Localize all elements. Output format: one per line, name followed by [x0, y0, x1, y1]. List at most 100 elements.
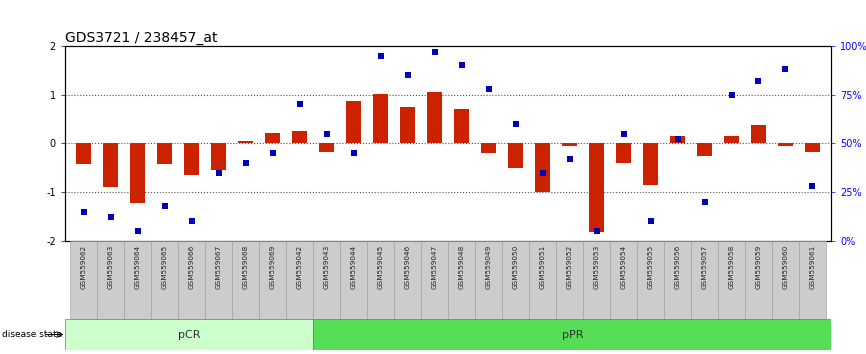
Bar [502, 241, 529, 319]
Point [212, 170, 226, 176]
Text: GSM559054: GSM559054 [621, 245, 627, 289]
Point [293, 102, 307, 107]
Text: GSM559066: GSM559066 [189, 245, 195, 289]
Point [508, 121, 522, 127]
Text: GSM559042: GSM559042 [297, 245, 303, 289]
Bar [259, 241, 287, 319]
Bar [76, 143, 91, 164]
Bar [65, 319, 313, 350]
Text: GSM559044: GSM559044 [351, 245, 357, 289]
Bar [449, 241, 475, 319]
Bar [718, 241, 745, 319]
Text: pCR: pCR [178, 330, 200, 339]
Bar [232, 241, 259, 319]
Bar [589, 143, 604, 232]
Text: GSM559046: GSM559046 [404, 245, 410, 289]
Point [77, 209, 91, 214]
Bar [670, 136, 685, 143]
Bar [562, 143, 577, 146]
Point [266, 150, 280, 156]
Bar [367, 241, 394, 319]
Text: GSM559058: GSM559058 [728, 245, 734, 289]
Bar [340, 241, 367, 319]
Text: GSM559064: GSM559064 [135, 245, 141, 289]
Bar [97, 241, 125, 319]
Bar [394, 241, 421, 319]
Text: GSM559062: GSM559062 [81, 245, 87, 289]
Bar [184, 143, 199, 175]
Point [428, 49, 442, 55]
Bar [475, 241, 502, 319]
Text: GSM559056: GSM559056 [675, 245, 681, 289]
Point [563, 156, 577, 162]
Point [184, 218, 198, 224]
Bar [772, 241, 799, 319]
Text: GSM559069: GSM559069 [269, 245, 275, 289]
Text: disease state: disease state [2, 330, 62, 339]
Text: GSM559049: GSM559049 [486, 245, 492, 289]
Bar [583, 241, 610, 319]
Point [131, 228, 145, 234]
Bar [293, 131, 307, 143]
Text: GSM559052: GSM559052 [566, 245, 572, 289]
Text: GSM559065: GSM559065 [162, 245, 168, 289]
Text: GSM559068: GSM559068 [242, 245, 249, 289]
Bar [751, 125, 766, 143]
Bar [265, 133, 281, 143]
Bar [481, 143, 496, 153]
Bar [616, 143, 631, 163]
Text: GSM559048: GSM559048 [459, 245, 465, 289]
Point [590, 228, 604, 234]
Text: GSM559067: GSM559067 [216, 245, 222, 289]
Bar [103, 143, 119, 187]
Point [752, 78, 766, 84]
Bar [691, 241, 718, 319]
Text: GSM559045: GSM559045 [378, 245, 384, 289]
Bar [778, 143, 793, 146]
Bar [805, 143, 820, 152]
Bar [455, 109, 469, 143]
Text: GSM559055: GSM559055 [648, 245, 654, 289]
Text: pPR: pPR [561, 330, 583, 339]
Bar [637, 241, 664, 319]
Bar [320, 143, 334, 152]
Bar [346, 101, 361, 143]
Bar [211, 143, 226, 170]
Bar [535, 143, 550, 192]
Bar [724, 136, 739, 143]
Bar [70, 241, 97, 319]
Text: GSM559053: GSM559053 [593, 245, 599, 289]
Point [320, 131, 333, 136]
Point [481, 86, 495, 92]
Bar [664, 241, 691, 319]
Bar [508, 143, 523, 168]
Point [374, 53, 388, 58]
Bar [643, 143, 658, 185]
Bar [745, 241, 772, 319]
Bar [373, 94, 388, 143]
Point [698, 199, 712, 205]
Point [805, 183, 819, 189]
Bar [421, 241, 449, 319]
Point [670, 137, 684, 142]
Bar [125, 241, 152, 319]
Text: GSM559043: GSM559043 [324, 245, 330, 289]
Bar [529, 241, 556, 319]
Text: GSM559060: GSM559060 [783, 245, 788, 289]
Bar [238, 141, 253, 143]
Bar [287, 241, 313, 319]
Bar [697, 143, 712, 155]
Bar [313, 241, 340, 319]
Text: GSM559063: GSM559063 [108, 245, 113, 289]
Point [239, 160, 253, 166]
Bar [610, 241, 637, 319]
Text: GSM559057: GSM559057 [701, 245, 708, 289]
Point [725, 92, 739, 97]
Point [158, 203, 171, 209]
Bar [205, 241, 232, 319]
Point [643, 218, 657, 224]
Bar [400, 107, 415, 143]
Bar [313, 319, 831, 350]
Point [455, 63, 469, 68]
Bar [152, 241, 178, 319]
